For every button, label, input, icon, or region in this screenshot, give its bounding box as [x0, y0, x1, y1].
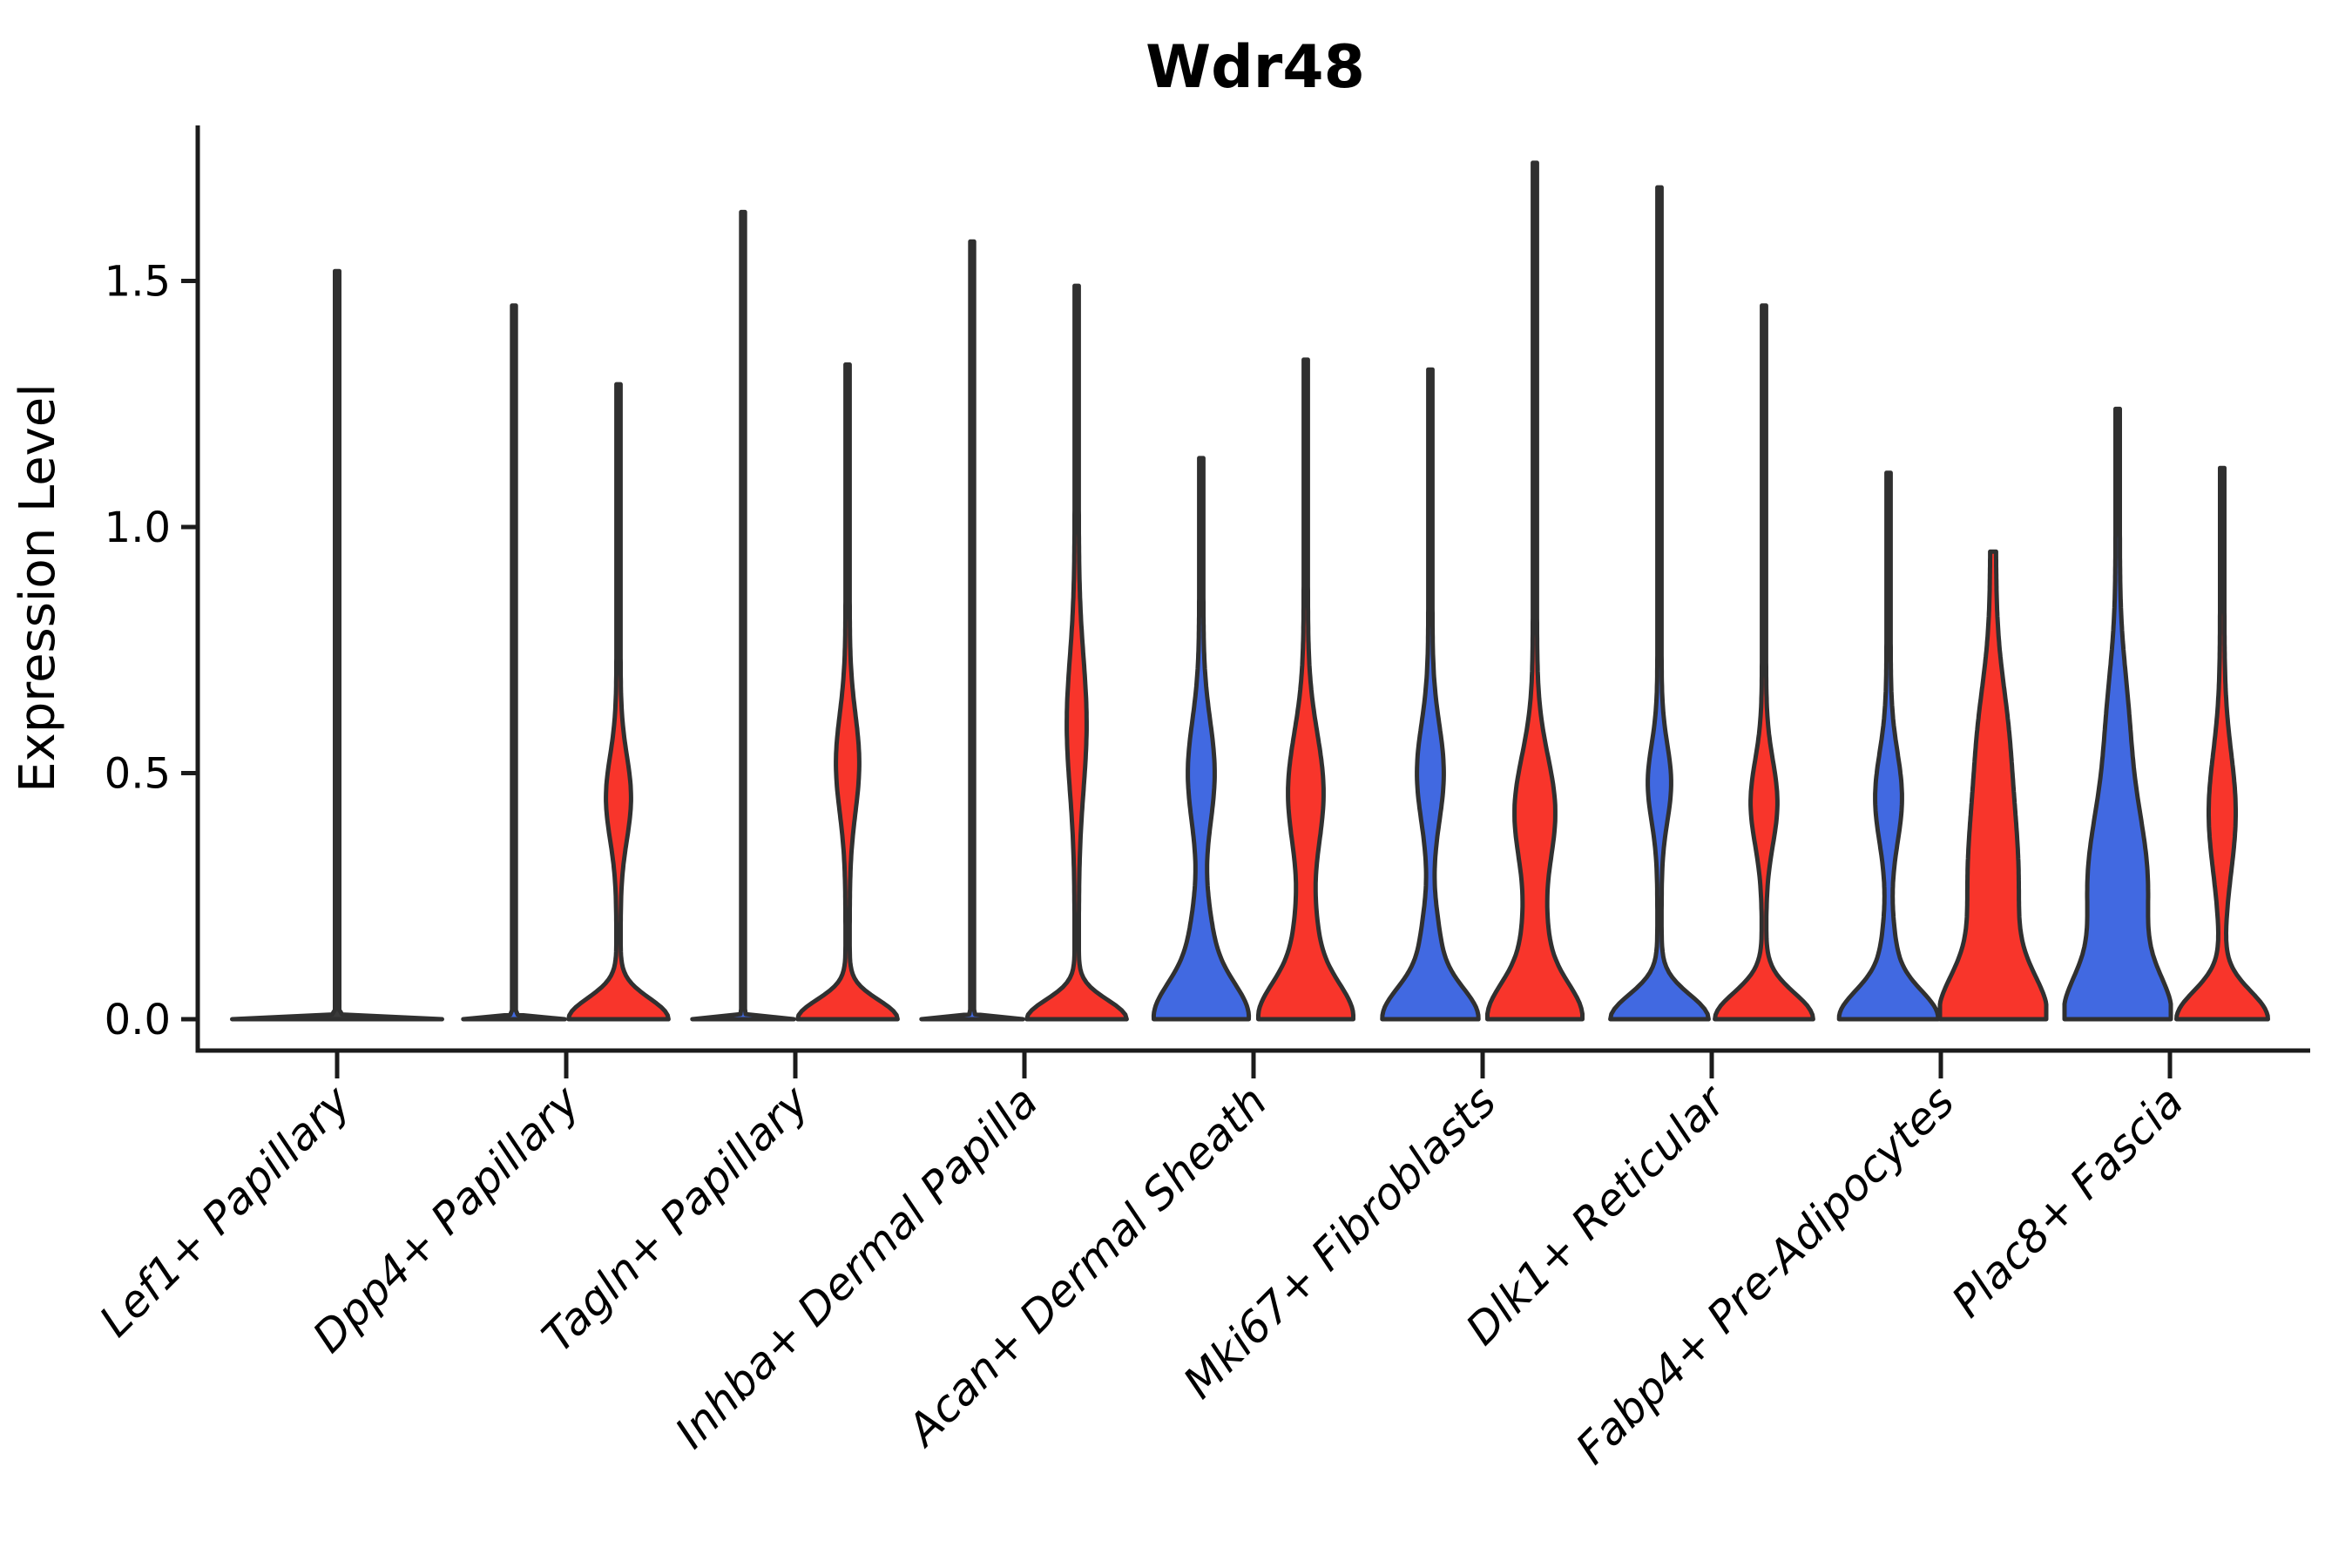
violin-plac8-fascia-right	[2174, 465, 2270, 1022]
x-tick-label-plac8-fascia: Plac8+ Fascia	[1943, 1076, 2193, 1327]
violin-acan-dermal-sheath-left	[1151, 456, 1252, 1022]
x-tick-label-acan-dermal-sheath: Acan+ Dermal Sheath	[896, 1076, 1277, 1456]
y-tick-label: 0.0	[105, 996, 171, 1044]
violin-lef1-papillary-full	[230, 268, 444, 1022]
violin-mki67-fibroblasts-right	[1485, 160, 1585, 1022]
x-tick-label-fabp4-pre-adipocytes: Fabp4+ Pre-Adipocytes	[1566, 1076, 1964, 1474]
y-axis-label: Expression Level	[10, 383, 66, 793]
chart-title: Wdr48	[1146, 33, 1365, 102]
violins-group	[230, 160, 2270, 1022]
violin-acan-dermal-sheath-right	[1256, 357, 1355, 1022]
x-tick-label-inhba-dermal-papilla: Inhba+ Dermal Papilla	[666, 1076, 1047, 1457]
y-tick-label: 0.5	[105, 750, 171, 799]
violin-fabp4-pre-adipocytes-right	[1937, 549, 2049, 1022]
violin-tagln-papillary-left	[690, 209, 796, 1022]
x-tick-label-lef1-papillary: Lef1+ Papillary	[90, 1075, 361, 1346]
y-tick-label: 1.0	[105, 504, 171, 552]
violin-dpp4-papillary-right	[566, 382, 671, 1022]
violin-dlk1-reticular-left	[1608, 185, 1711, 1022]
violin-tagln-papillary-right	[795, 362, 900, 1022]
violin-dpp4-papillary-left	[461, 303, 567, 1022]
violin-plac8-fascia-left	[2062, 406, 2173, 1022]
violin-dlk1-reticular-right	[1713, 303, 1815, 1022]
y-axis-ticks: 0.0 0.5 1.0 1.5	[105, 258, 198, 1044]
y-tick-label: 1.5	[105, 258, 171, 307]
violin-mki67-fibroblasts-left	[1380, 367, 1481, 1022]
violin-fabp4-pre-adipocytes-left	[1836, 470, 1941, 1022]
violin-inhba-dermal-papilla-left	[919, 239, 1025, 1022]
violin-inhba-dermal-papilla-right	[1024, 283, 1129, 1022]
